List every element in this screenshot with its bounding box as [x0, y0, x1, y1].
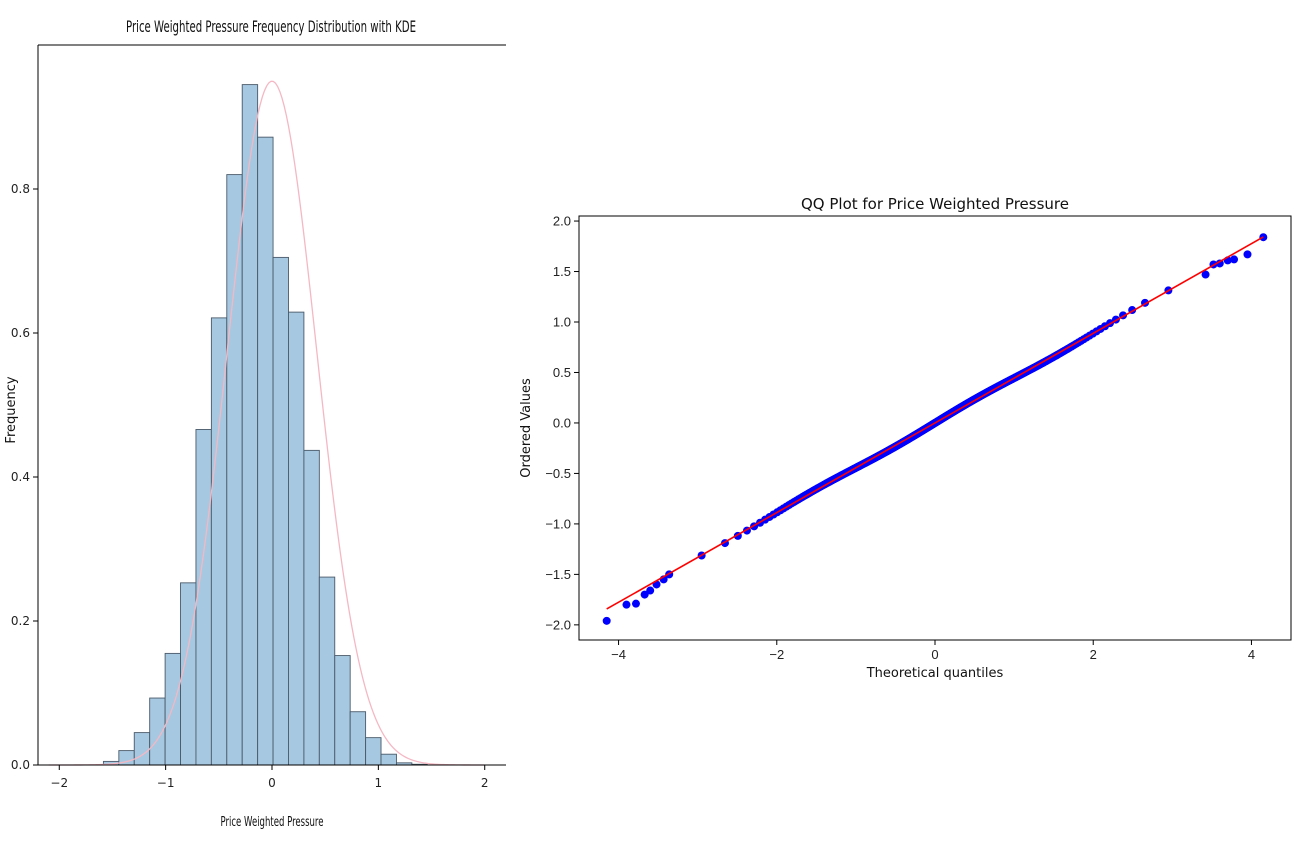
qq-y-tick-label: 2.0 [553, 214, 571, 229]
histogram-bar [133, 732, 151, 766]
qq-x-tick-label: 0 [931, 647, 938, 662]
histogram-y-tick-label: 0.0 [11, 758, 30, 772]
qq-y-tick-label: −2.0 [545, 617, 571, 632]
qq-point [622, 600, 631, 609]
histogram-x-tick-label: 2 [481, 776, 489, 790]
histogram-bar [303, 449, 320, 766]
qq-y-tick-label: 0.0 [553, 415, 571, 430]
histogram-bar [195, 429, 212, 766]
qq-y-tick-label: 1.0 [553, 315, 571, 330]
qq-y-tick-label: −1.0 [545, 516, 571, 531]
qq-x-tick-label: −2 [769, 647, 784, 662]
histogram-bar [257, 136, 274, 766]
qq-plot-panel: QQ Plot for Price Weighted Pressure Theo… [519, 195, 1292, 681]
histogram-x-tick-label: 1 [375, 776, 383, 790]
histogram-bar [241, 84, 259, 766]
qq-y-tick-label: −0.5 [545, 466, 571, 481]
histogram-y-tick-label: 0.8 [11, 182, 30, 196]
histogram-title: Price Weighted Pressure Frequency Distri… [126, 17, 416, 36]
histogram-y-axis-label: Frequency [4, 376, 19, 443]
histogram-bar [164, 652, 181, 766]
histogram-y-tick-label: 0.6 [11, 326, 30, 340]
qq-x-tick-label: 4 [1248, 647, 1255, 662]
qq-point [1201, 270, 1210, 279]
histogram-bar [349, 711, 367, 766]
histogram-bar [226, 174, 243, 766]
qq-x-tick-label: 2 [1090, 647, 1097, 662]
histogram-bar [210, 317, 228, 766]
qq-axes: −4 −2 0 2 4 −2.0 −1.5 −1.0 −0.5 0.0 0.5 1.0 1.5 2.0 [545, 214, 1292, 662]
qq-point [646, 586, 655, 595]
histogram-bars [102, 84, 428, 766]
histogram-panel: Price Weighted Pressure Frequency Distri… [4, 17, 506, 830]
histogram-x-axis-label: Price Weighted Pressure [221, 815, 324, 830]
qq-point [602, 616, 611, 625]
qq-plot-title: QQ Plot for Price Weighted Pressure [801, 195, 1069, 213]
qq-y-axis-label: Ordered Values [519, 378, 534, 478]
histogram-bar [365, 737, 382, 766]
qq-y-tick-label: −1.5 [545, 567, 571, 582]
histogram-x-tick-label: −2 [50, 776, 68, 790]
histogram-axes: −2 −1 0 1 2 0.0 0.2 0.4 0.6 0.8 [11, 44, 506, 790]
qq-y-tick-label: 0.5 [553, 365, 571, 380]
qq-point [1243, 250, 1252, 259]
histogram-bar [318, 576, 336, 766]
histogram-x-tick-label: −1 [157, 776, 175, 790]
qq-y-tick-label: 1.5 [553, 264, 571, 279]
kde-curve [48, 80, 485, 766]
histogram-bar [272, 256, 289, 766]
qq-point [1215, 259, 1224, 268]
qq-point [631, 599, 640, 608]
qq-fit-line [606, 236, 1264, 610]
qq-point [640, 590, 649, 599]
histogram-x-tick-label: 0 [268, 776, 276, 790]
qq-point [1230, 255, 1239, 264]
histogram-y-tick-label: 0.2 [11, 614, 30, 628]
qq-x-axis-label: Theoretical quantiles [866, 666, 1004, 681]
histogram-bar [380, 753, 397, 766]
qq-axes-frame [578, 215, 1292, 641]
histogram-bar [334, 655, 351, 766]
histogram-y-tick-label: 0.4 [11, 470, 30, 484]
qq-x-tick-label: −4 [611, 647, 626, 662]
histogram-bar [288, 311, 305, 766]
